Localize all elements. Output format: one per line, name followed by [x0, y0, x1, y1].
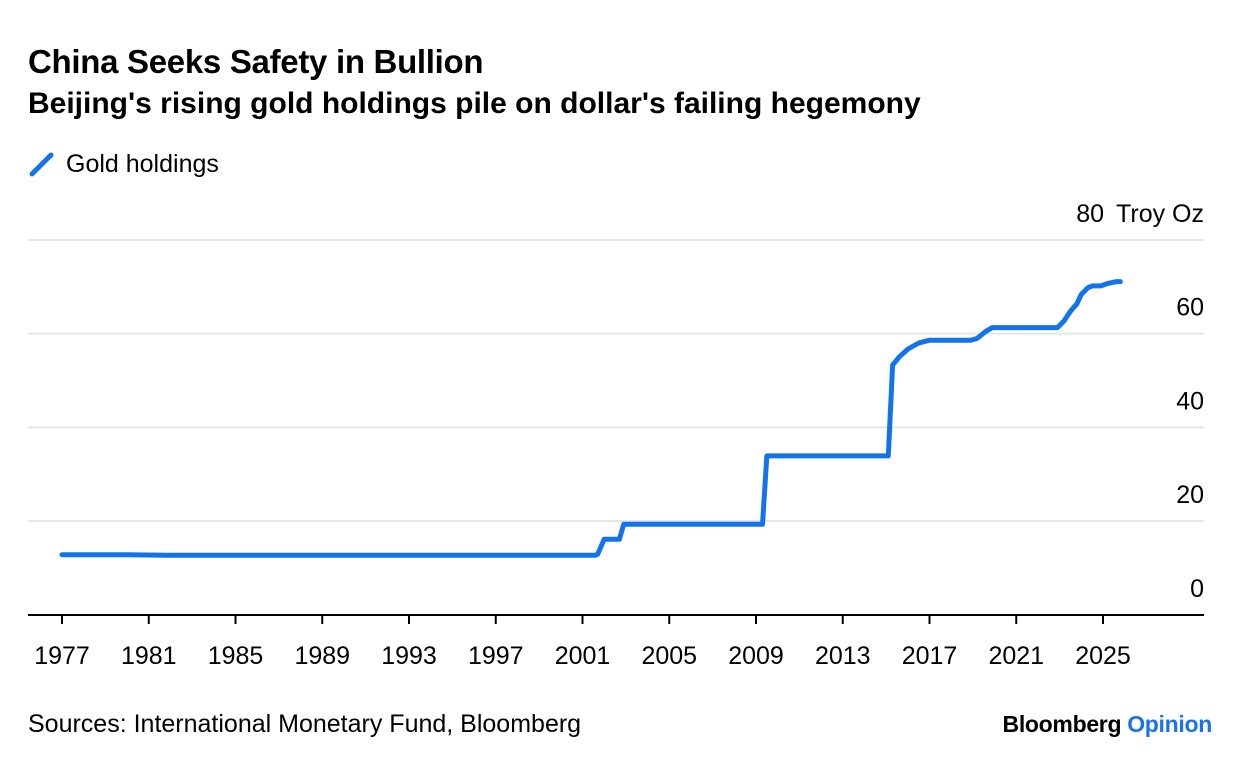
x-tick-label-1997: 1997: [468, 642, 524, 670]
y-axis-labels: 0 20 40 60 80 Troy Oz: [1076, 200, 1204, 603]
brand-sub: Opinion: [1127, 711, 1212, 737]
brand-name: Bloomberg: [1002, 711, 1122, 737]
x-tick-label-1985: 1985: [208, 642, 264, 670]
x-tick-label-2025: 2025: [1075, 642, 1131, 670]
legend-label-gold-holdings: Gold holdings: [66, 150, 219, 178]
x-axis-labels: 1977 1981 1985 1989 1993 1997 2001 2005 2009 2013…: [34, 642, 1131, 670]
x-tick-label-1981: 1981: [121, 642, 177, 670]
y-tick-label-20: 20: [1176, 481, 1204, 509]
chart-subtitle: Beijing's rising gold holdings pile on d…: [28, 87, 921, 120]
x-axis: [28, 614, 1204, 624]
y-tick-label-0: 0: [1190, 575, 1204, 603]
legend: Gold holdings: [28, 146, 219, 182]
brand-logo: Bloomberg Opinion: [1002, 706, 1213, 742]
series-line-gold-holdings: [59, 279, 1123, 558]
series-layer: [59, 279, 1123, 558]
y-tick-label-60: 60: [1176, 294, 1204, 322]
gridlines: [28, 239, 1204, 522]
y-tick-label-80: 80: [1076, 200, 1104, 228]
x-tick-label-2005: 2005: [641, 642, 697, 670]
legend-line-icon: [29, 152, 54, 177]
x-tick-label-2001: 2001: [555, 642, 611, 670]
x-tick-label-2017: 2017: [902, 642, 958, 670]
x-tick-label-1989: 1989: [294, 642, 350, 670]
x-tick-label-2013: 2013: [815, 642, 871, 670]
y-axis-unit-label: Troy Oz: [1116, 200, 1204, 228]
source-note: Sources: International Monetary Fund, Bl…: [28, 710, 582, 738]
x-tick-label-2009: 2009: [728, 642, 784, 670]
x-tick-label-1977: 1977: [34, 642, 90, 670]
x-tick-label-2021: 2021: [988, 642, 1044, 670]
x-tick-label-1993: 1993: [381, 642, 437, 670]
y-tick-label-40: 40: [1176, 387, 1204, 415]
chart-title: China Seeks Safety in Bullion: [28, 43, 484, 80]
